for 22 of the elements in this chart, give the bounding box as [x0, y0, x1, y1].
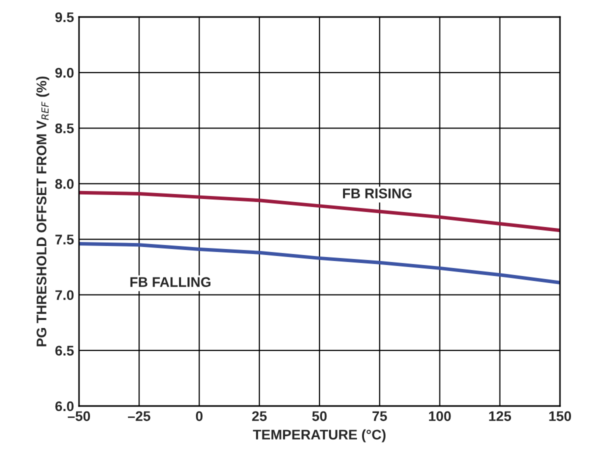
x-tick-label: –50 — [68, 411, 90, 422]
y-tick-label: 6.5 — [55, 346, 74, 356]
series-label: FB FALLING — [130, 277, 210, 287]
x-tick-label: 125 — [489, 411, 512, 422]
series-label: FB RISING — [343, 188, 412, 198]
x-tick-label: 25 — [252, 411, 267, 422]
x-tick-label: 75 — [372, 411, 387, 422]
y-axis-title: PG THRESHOLD OFFSET FROM V$_{REF}$ (%) — [36, 76, 50, 346]
x-tick-label: 50 — [312, 411, 327, 422]
x-tick-label: 150 — [549, 411, 572, 422]
line-series — [79, 190, 560, 232]
y-tick-label: 7.0 — [55, 290, 74, 300]
y-tick-label: 6.0 — [55, 401, 74, 412]
y-tick-label: 7.5 — [55, 234, 74, 244]
x-tick-label: 100 — [429, 411, 451, 422]
x-tick-label: 0 — [196, 411, 203, 422]
y-tick-label: 9.0 — [55, 68, 74, 78]
y-tick-label: 8.5 — [55, 123, 74, 134]
x-axis-title: TEMPERATURE (°C) — [252, 429, 386, 442]
y-tick-label: 8.0 — [55, 179, 74, 189]
y-tick-label: 9.5 — [55, 12, 74, 22]
x-tick-label: –25 — [128, 411, 150, 422]
